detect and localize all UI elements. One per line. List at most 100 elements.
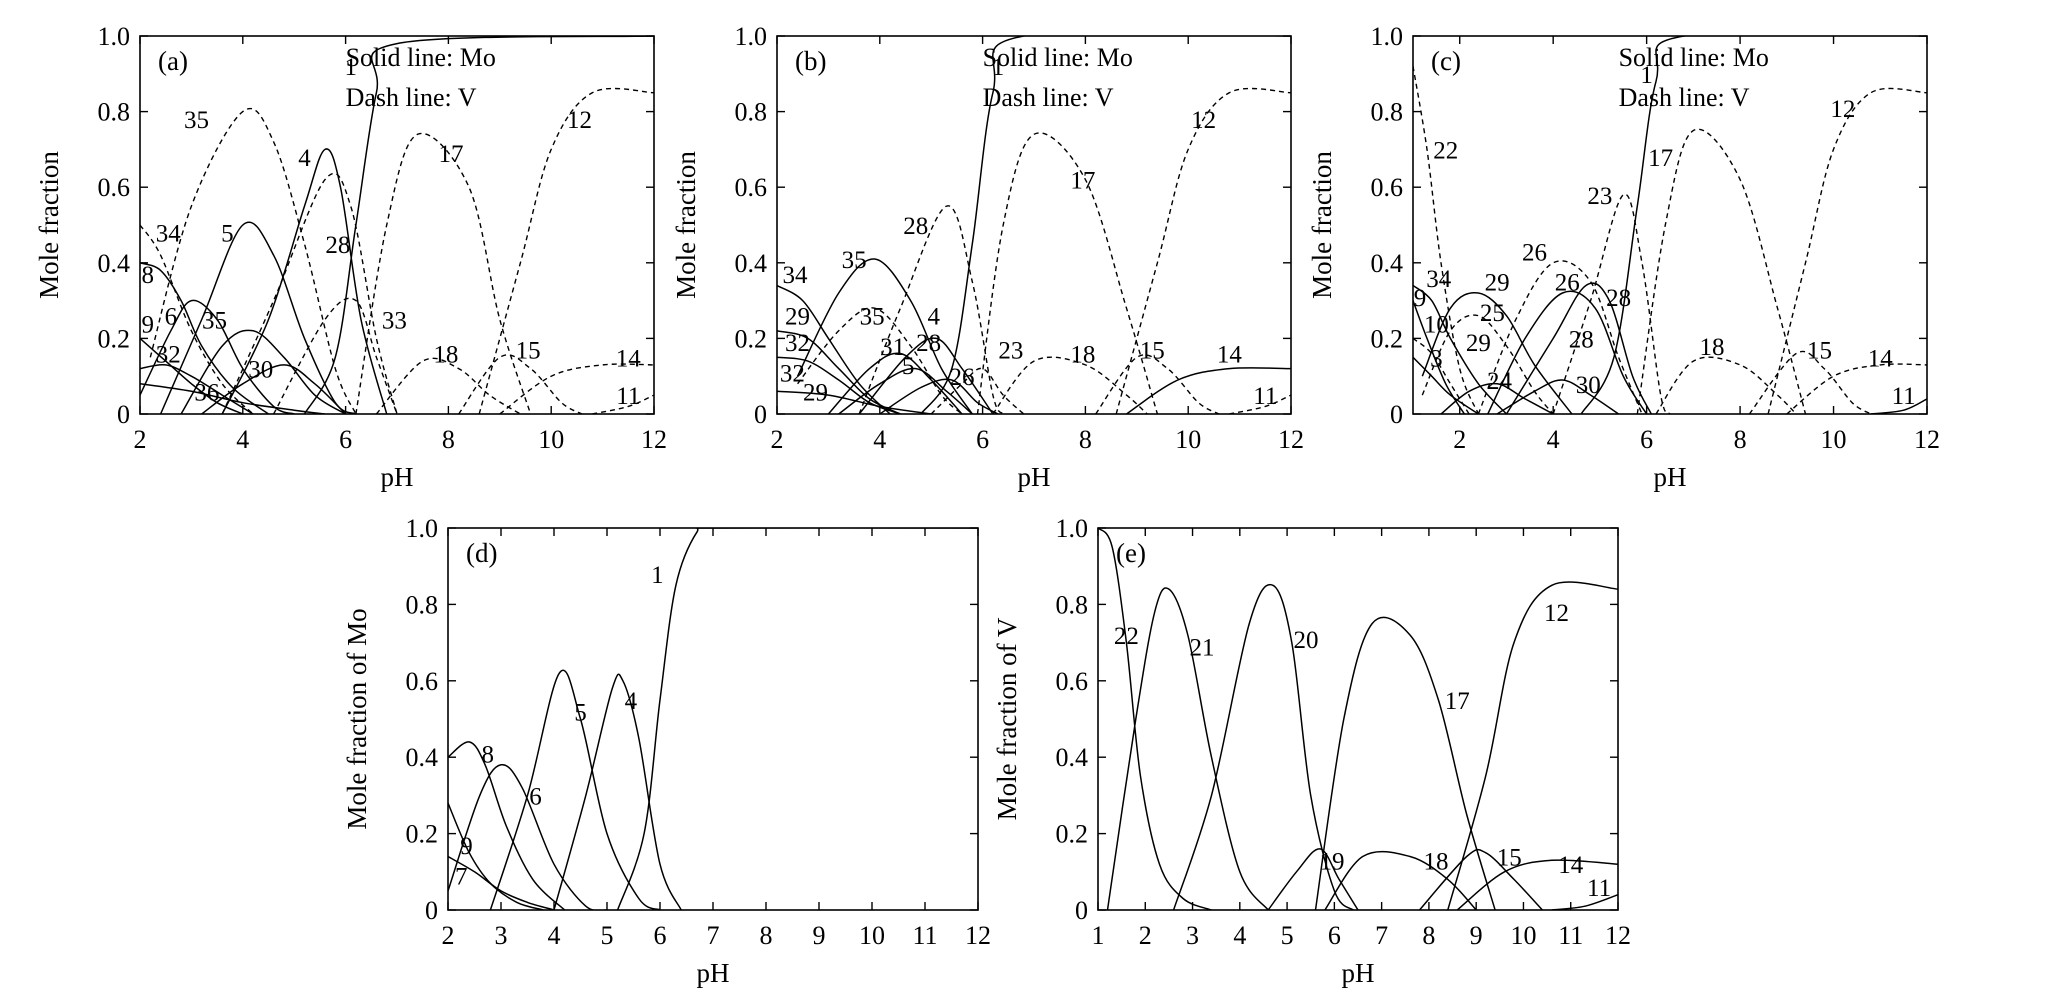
curve-label: 15 xyxy=(1807,338,1832,365)
curve-label: 14 xyxy=(616,345,642,372)
curve-label: 23 xyxy=(1587,183,1612,210)
y-tick-label: 0.4 xyxy=(1056,743,1089,772)
y-tick-label: 0 xyxy=(1075,896,1088,925)
panel-label: (c) xyxy=(1431,46,1461,76)
curve-label: 11 xyxy=(1253,383,1277,410)
curve-label: 1 xyxy=(651,562,664,589)
series-line-10 xyxy=(1413,337,1470,414)
y-axis-label: Mole fraction of Mo xyxy=(342,608,372,829)
x-tick-label: 8 xyxy=(1734,425,1747,454)
series-line-17 xyxy=(1636,128,1807,414)
plot-frame xyxy=(776,35,1292,415)
curve-label: 34 xyxy=(782,262,808,289)
curve-label: 1 xyxy=(1640,62,1653,89)
x-tick-label: 6 xyxy=(1328,921,1341,950)
series-line-26 xyxy=(1487,290,1648,414)
series-line-15 xyxy=(458,354,583,414)
series-line-6 xyxy=(448,764,608,910)
plot-frame xyxy=(447,527,979,911)
curve-label: 4 xyxy=(625,688,638,715)
x-tick-label: 5 xyxy=(1281,921,1294,950)
curve-label: 29 xyxy=(1466,330,1491,357)
x-tick-label: 3 xyxy=(495,921,508,950)
x-tick-label: 2 xyxy=(771,425,784,454)
y-tick-label: 0.8 xyxy=(1056,590,1089,619)
series-line-24 xyxy=(1440,382,1554,414)
curve-label: 32 xyxy=(780,360,805,387)
x-tick-label: 3 xyxy=(1186,921,1199,950)
x-tick-label: 8 xyxy=(1079,425,1092,454)
x-tick-label: 7 xyxy=(1375,921,1388,950)
series-line-35 xyxy=(180,329,346,414)
series-line-14 xyxy=(1126,367,1291,414)
curve-label: 5 xyxy=(574,699,587,726)
curve-label: 9 xyxy=(1414,285,1427,312)
curve-label: 28 xyxy=(1606,285,1631,312)
y-tick-label: 1.0 xyxy=(98,22,131,51)
series-line-35-V xyxy=(149,108,357,414)
x-tick-label: 11 xyxy=(912,921,937,950)
curve-label: 28 xyxy=(916,330,941,357)
x-tick-label: 2 xyxy=(442,921,455,950)
x-tick-label: 7 xyxy=(707,921,720,950)
series-line-18 xyxy=(375,357,521,414)
y-tick-label: 0.8 xyxy=(406,590,439,619)
curve-label: 18 xyxy=(1424,848,1449,875)
curve-label: 26 xyxy=(1522,239,1547,266)
series-line-18 xyxy=(992,356,1148,414)
series-line-34 xyxy=(140,224,254,414)
x-tick-label: 5 xyxy=(601,921,614,950)
y-axis-label: Mole fraction xyxy=(1307,151,1337,299)
series-line-21 xyxy=(1106,587,1269,910)
panel-d: 0 0.2 0.4 0.6 0.8 1.0 2 3 4 5 6 7 8 9 10 11 12 pH Mole fra… xyxy=(342,514,991,988)
y-tick-label: 0.4 xyxy=(1371,249,1404,278)
curve-label: 17 xyxy=(1648,145,1673,172)
curve-label: 15 xyxy=(1140,338,1165,365)
y-tick-label: 0.2 xyxy=(735,324,768,353)
x-tick-label: 8 xyxy=(1422,921,1435,950)
series-line-25 xyxy=(1421,314,1554,414)
series-line-12 xyxy=(1447,581,1618,910)
curve-label: 14 xyxy=(1558,852,1584,879)
curve-label: 29 xyxy=(785,304,810,331)
series-line-5 xyxy=(159,221,357,414)
y-tick-label: 0.6 xyxy=(1056,667,1089,696)
series-line-19 xyxy=(1267,848,1359,910)
curve-label: 15 xyxy=(1497,845,1522,872)
series-line-17 xyxy=(355,132,532,414)
curve-label: 22 xyxy=(1114,623,1139,650)
x-tick-label: 4 xyxy=(1547,425,1560,454)
curve-label: 3 xyxy=(1430,345,1443,372)
series-line-4 xyxy=(221,148,388,414)
panel-label: (a) xyxy=(158,46,188,76)
y-tick-label: 1.0 xyxy=(1056,514,1089,543)
legend-entry: Dash line: V xyxy=(346,83,477,112)
curve-label: 23 xyxy=(998,338,1023,365)
series-line-22 xyxy=(1413,66,1480,414)
curve-label: 31 xyxy=(880,334,905,361)
series-line-29 xyxy=(1421,291,1573,414)
y-tick-label: 0.2 xyxy=(406,820,439,849)
curve-label: 18 xyxy=(1700,334,1725,361)
y-tick-label: 0.8 xyxy=(98,98,131,127)
series-line-28 xyxy=(1505,282,1652,414)
y-tick-label: 0.2 xyxy=(1371,324,1404,353)
curve-label: 11 xyxy=(1892,383,1916,410)
y-tick-label: 0.8 xyxy=(1371,98,1404,127)
x-tick-label: 9 xyxy=(813,921,826,950)
curve-label: 17 xyxy=(438,141,463,168)
series-line-18 xyxy=(1324,850,1477,910)
curve-label: 32 xyxy=(156,342,181,369)
curve-label: 30 xyxy=(1576,372,1601,399)
series-line-23 xyxy=(930,367,1025,414)
panel-label: (e) xyxy=(1116,538,1146,568)
x-tick-label: 8 xyxy=(760,921,773,950)
y-tick-label: 0.4 xyxy=(98,249,131,278)
curve-label: 14 xyxy=(1217,342,1243,369)
curve-label: 12 xyxy=(1191,107,1216,134)
curve-label: 34 xyxy=(1426,266,1452,293)
series-line-15 xyxy=(1748,350,1872,414)
curve-label: 36 xyxy=(194,379,219,406)
y-tick-label: 1.0 xyxy=(406,514,439,543)
